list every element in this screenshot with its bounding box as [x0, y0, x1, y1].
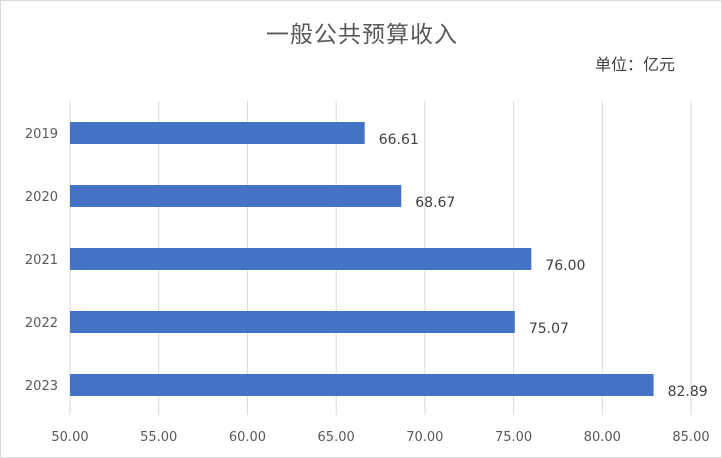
bar-2023: [70, 374, 654, 396]
x-tick-label: 50.00: [51, 430, 88, 445]
x-tick-label: 65.00: [318, 430, 355, 445]
x-axis-ticks: 50.00 55.00 60.00 65.00 70.00 75.00 80.00 85.00: [51, 430, 709, 445]
data-label-2023: 82.89: [668, 384, 708, 400]
x-tick-label: 55.00: [140, 430, 177, 445]
bar-2022: [70, 311, 515, 333]
bar-2019: [70, 122, 365, 144]
data-label-2019: 66.61: [379, 132, 419, 148]
unit-label: 单位：亿元: [594, 55, 675, 74]
data-label-2020: 68.67: [415, 195, 455, 211]
x-tick-label: 60.00: [229, 430, 266, 445]
bar-2020: [70, 185, 402, 207]
y-tick-label-2022: 2022: [25, 316, 58, 331]
y-tick-label-2023: 2023: [25, 379, 58, 394]
data-labels: 66.61 68.67 76.00 75.07 82.89: [379, 132, 708, 400]
x-tick-label: 70.00: [406, 430, 443, 445]
y-tick-label-2020: 2020: [25, 190, 58, 205]
x-tick-label: 75.00: [495, 430, 532, 445]
bar-2021: [70, 248, 532, 270]
y-tick-label-2019: 2019: [25, 127, 58, 142]
y-axis-ticks: 2019 2020 2021 2022 2023: [25, 127, 58, 394]
data-label-2022: 75.07: [529, 321, 569, 337]
y-tick-label-2021: 2021: [25, 253, 58, 268]
chart-title: 一般公共预算收入: [266, 22, 458, 48]
x-tick-label: 85.00: [672, 430, 709, 445]
data-label-2021: 76.00: [545, 258, 585, 274]
x-tick-label: 80.00: [584, 430, 621, 445]
bars: [70, 122, 654, 396]
